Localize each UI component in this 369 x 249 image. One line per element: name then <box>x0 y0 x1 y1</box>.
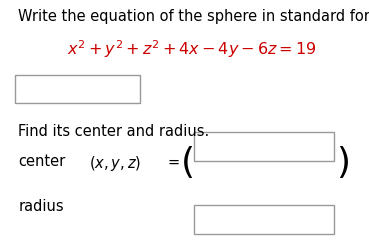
Text: center: center <box>18 154 66 169</box>
Text: $(x, y, z)$: $(x, y, z)$ <box>89 154 141 173</box>
Text: radius: radius <box>18 199 64 214</box>
Bar <box>194 132 334 161</box>
Bar <box>194 205 334 234</box>
Text: =: = <box>168 154 180 169</box>
Text: ): ) <box>337 146 351 180</box>
Text: $x^2 + y^2 + z^2 + 4x - 4y - 6z = 19$: $x^2 + y^2 + z^2 + 4x - 4y - 6z = 19$ <box>67 39 317 60</box>
Bar <box>15 75 140 103</box>
Text: (: ( <box>181 146 195 180</box>
Text: Find its center and radius.: Find its center and radius. <box>18 124 210 139</box>
Text: Write the equation of the sphere in standard form.: Write the equation of the sphere in stan… <box>18 9 369 24</box>
